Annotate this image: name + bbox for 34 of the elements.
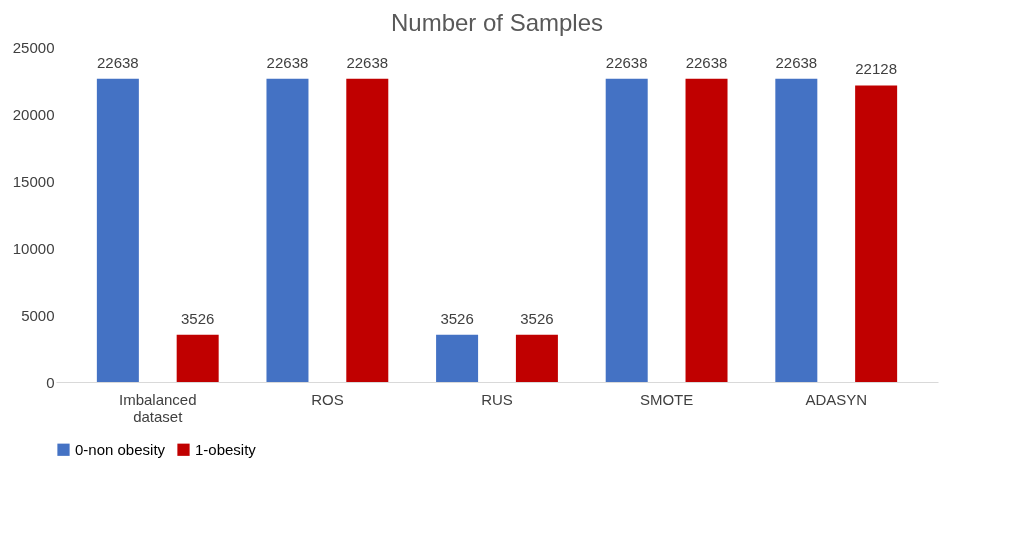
y-tick-label: 10000 [12, 239, 55, 257]
data-label: 22638 [775, 53, 818, 71]
legend-label: 0-non obesity [75, 440, 166, 458]
data-label: 22638 [97, 53, 139, 71]
data-label: 22638 [685, 53, 728, 71]
data-label: 3526 [520, 309, 554, 327]
y-tick-label: 15000 [12, 172, 55, 190]
y-tick-label: 20000 [12, 105, 55, 123]
bar [346, 78, 389, 382]
bar [96, 78, 139, 382]
y-tick-label: 5000 [21, 306, 55, 324]
x-tick-label: SMOTE [639, 390, 694, 408]
data-label: 22638 [266, 53, 309, 71]
bar [685, 78, 728, 382]
bar [855, 85, 898, 382]
x-tick-label: Imbalanced dataset [118, 390, 197, 425]
x-tick-label: RUS [481, 390, 513, 408]
bar [515, 334, 558, 382]
data-label: 3526 [180, 309, 215, 327]
bar [775, 78, 818, 382]
data-label: 22638 [346, 53, 389, 71]
legend-label: 1-obesity [195, 440, 257, 458]
bar [266, 78, 309, 382]
data-label: 3526 [440, 309, 474, 327]
data-label: 22638 [605, 53, 648, 71]
chart-title: Number of Samples [390, 9, 604, 36]
x-tick-label: ROS [311, 390, 344, 408]
x-tick-label: ADASYN [805, 390, 868, 408]
y-tick-label: 0 [46, 373, 55, 391]
y-tick-label: 25000 [12, 38, 55, 56]
data-label: 22128 [855, 60, 897, 78]
bar [605, 78, 648, 382]
bar [436, 334, 479, 382]
bar [176, 334, 219, 382]
